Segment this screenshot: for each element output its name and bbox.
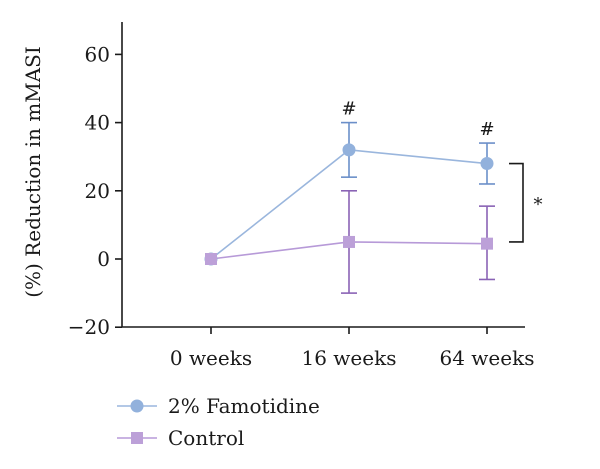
error-bars — [341, 121, 495, 294]
y-tick-label: 0 — [97, 247, 110, 271]
data-point — [480, 157, 494, 171]
data-point — [343, 235, 355, 248]
y-tick-label: 60 — [85, 42, 110, 66]
legend-marker — [130, 399, 144, 413]
y-tick-label: 40 — [85, 111, 110, 135]
x-tick-label: 64 weeks — [440, 346, 535, 370]
y-axis-title: (%) Reduction in mMASI — [21, 46, 45, 298]
point-annotation: # — [341, 99, 356, 120]
x-tick-label: 0 weeks — [170, 346, 252, 370]
significance-bracket — [509, 162, 524, 243]
y-tick-label: 20 — [85, 179, 110, 203]
legend-label: Control — [168, 426, 244, 450]
legend-marker — [131, 432, 143, 444]
axes: −20 0 20 40 60 0 weeks 16 weeks 64 weeks (%) Red… — [21, 22, 534, 370]
data-point — [205, 253, 217, 265]
significance-label: * — [534, 195, 543, 216]
data-point — [481, 237, 493, 250]
annotations: # # * — [341, 99, 543, 243]
legend-label: 2% Famotidine — [168, 394, 320, 418]
x-tick-label: 16 weeks — [302, 346, 397, 370]
series-markers — [204, 143, 494, 266]
legend: 2% Famotidine Control — [117, 394, 320, 450]
data-point — [342, 143, 356, 157]
y-tick-label: −20 — [68, 315, 110, 339]
point-annotation: # — [479, 119, 494, 140]
